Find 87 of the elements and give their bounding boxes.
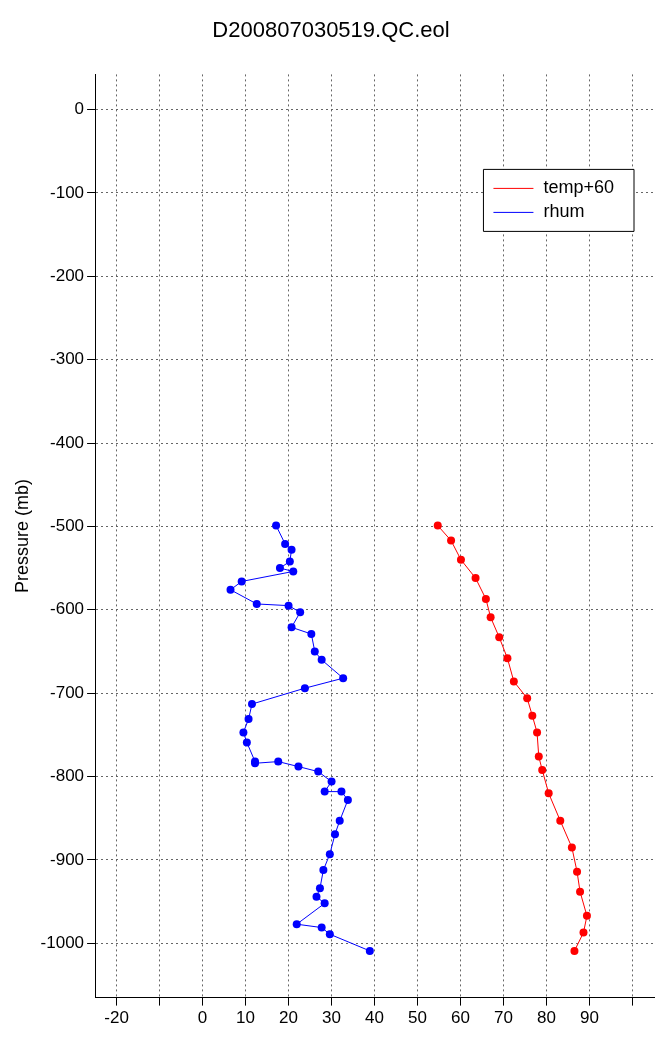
y-tick-label: 0 (74, 99, 85, 119)
point (317, 923, 326, 932)
point (576, 887, 585, 896)
point (330, 830, 339, 839)
point (274, 757, 283, 766)
x-tick-label: 80 (537, 1008, 556, 1028)
y-tick-label: -100 (50, 182, 85, 202)
y-tick-label: -500 (50, 516, 85, 536)
point (284, 601, 293, 610)
point (244, 715, 253, 724)
point (343, 795, 352, 804)
x-tick-label: 40 (365, 1008, 384, 1028)
x-tick-label: 0 (197, 1008, 208, 1028)
x-tick-label: 30 (322, 1008, 342, 1028)
point (314, 767, 323, 776)
x-tick-label: -20 (104, 1008, 129, 1028)
point (433, 521, 442, 530)
point (447, 536, 456, 545)
point (248, 700, 257, 709)
point (312, 892, 321, 901)
point (242, 738, 251, 747)
point (294, 762, 303, 771)
point (252, 599, 261, 608)
y-tick-label: -700 (50, 682, 85, 702)
y-tick-label: -200 (50, 265, 85, 285)
point (281, 539, 290, 548)
y-tick-label: -800 (50, 766, 85, 786)
y-tick-label: -900 (50, 849, 85, 869)
x-tick-label: 60 (451, 1008, 470, 1028)
point (523, 694, 532, 703)
point (287, 623, 296, 632)
point (307, 629, 316, 638)
point (544, 789, 553, 798)
point (292, 920, 301, 929)
point (579, 928, 588, 937)
y-tick-label: -1000 (40, 933, 85, 953)
point (237, 577, 246, 586)
x-tick-label: 50 (408, 1008, 427, 1028)
point (317, 655, 326, 664)
point (486, 613, 495, 622)
point (285, 557, 294, 566)
point (456, 555, 465, 564)
point (481, 594, 490, 603)
y-tick-label: -300 (50, 349, 85, 369)
point (325, 930, 334, 939)
point (287, 545, 296, 554)
point (239, 728, 248, 737)
point (582, 911, 591, 920)
point (315, 884, 324, 893)
y-tick-label: -600 (50, 599, 85, 619)
x-tick-label: 90 (580, 1008, 599, 1028)
point (534, 752, 543, 761)
point (325, 850, 334, 859)
legend-label: temp+60 (543, 177, 615, 198)
point (538, 765, 547, 774)
x-tick-label: 70 (494, 1008, 513, 1028)
point (300, 684, 309, 693)
point (339, 674, 348, 683)
y-axis-title: Pressure (mb) (11, 478, 32, 594)
point (296, 608, 305, 617)
point (567, 843, 576, 852)
chart-title: D200807030519.QC.eol (212, 17, 450, 43)
point (365, 946, 374, 955)
point (289, 567, 298, 576)
point (275, 564, 284, 573)
y-tick-label: -400 (50, 432, 85, 452)
point (327, 777, 336, 786)
point (528, 711, 537, 720)
point (556, 816, 565, 825)
point (310, 647, 319, 656)
point (509, 677, 518, 686)
x-tick-label: 10 (236, 1008, 256, 1028)
point (320, 899, 329, 908)
x-tick-label: 20 (279, 1008, 299, 1028)
point (320, 787, 329, 796)
point (533, 728, 542, 737)
point (226, 585, 235, 594)
point (573, 867, 582, 876)
point (337, 787, 346, 796)
point (319, 866, 328, 874)
point (335, 816, 344, 825)
legend-label: rhum (543, 201, 585, 222)
point (495, 633, 504, 642)
point (272, 521, 281, 530)
point (503, 654, 512, 663)
point (570, 946, 579, 955)
point (471, 574, 480, 583)
